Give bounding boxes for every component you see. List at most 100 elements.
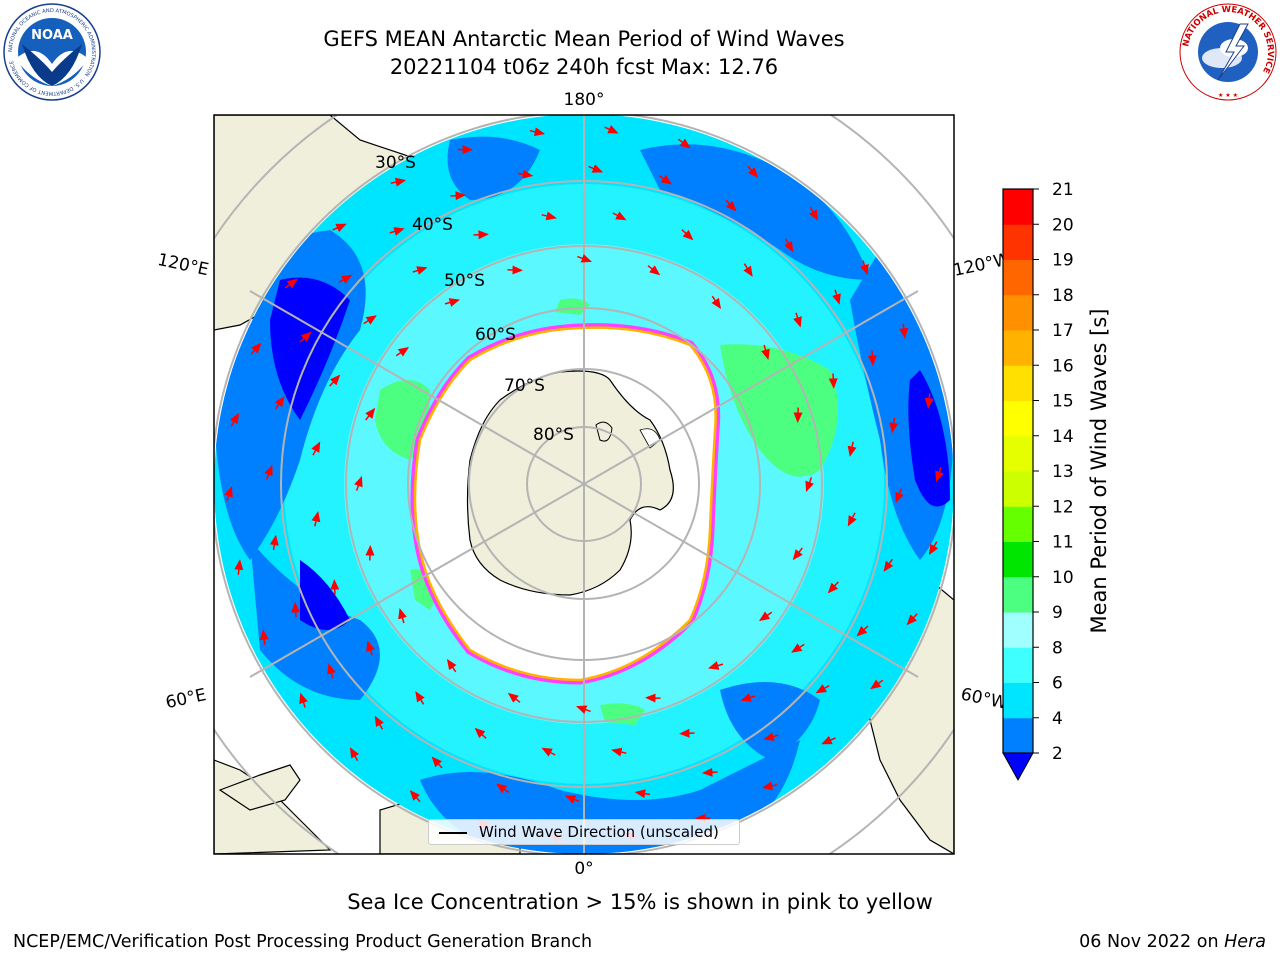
colorbar-tick-label: 10 [1052,568,1074,588]
wind-wave-arrow [791,643,805,653]
colorbar-tick-label: 16 [1052,356,1074,376]
wind-wave-arrow [269,534,279,551]
footer-host: Hera [1224,932,1266,952]
wind-wave-arrow [365,407,376,421]
wind-wave-arrow [647,265,661,276]
lat-label: 60°S [475,325,516,345]
colorbar-tick-label: 9 [1052,603,1063,623]
colorbar-tick-label: 6 [1052,674,1063,694]
wind-wave-arrow [906,613,918,626]
colorbar-tick-label: 17 [1052,321,1074,341]
colorbar-tick-label: 4 [1052,709,1063,729]
wind-wave-arrow [541,747,556,757]
wind-wave-arrow [740,693,756,702]
wind-wave-arrow [889,417,899,434]
wind-wave-arrow [827,581,839,594]
chart-title-line1: GEFS MEAN Antarctic Mean Period of Wind … [323,27,845,51]
wind-wave-arrow [365,545,375,561]
wind-wave-arrow [327,663,336,679]
wind-wave-arrow [758,611,773,622]
wind-wave-arrow [259,629,269,645]
colorbar-ticks: 2 4 6 8 9 10 11 12 13 14 15 16 17 18 19 20 21 [1033,180,1074,764]
lon-label-60e: 60°E [164,685,208,713]
wind-wave-arrow [444,298,460,307]
wind-wave-arrow [311,441,321,456]
colorbar-block [1003,717,1033,754]
wind-wave-arrow [805,477,814,493]
colorbar-block [1003,400,1033,437]
wind-wave-arrow [681,229,694,241]
noaa-logo: NATIONAL OCEANIC AND ATMOSPHERIC ADMINIS… [3,3,101,101]
legend-label: Wind Wave Direction (unscaled) [479,823,719,841]
wind-wave-arrow [895,488,904,504]
wind-wave-arrow [450,191,466,201]
wind-wave-arrow [763,732,779,741]
wind-wave-arrow [311,511,321,527]
wind-wave-arrow [338,274,353,284]
lon-label-120e: 120°E [156,250,211,280]
wind-wave-arrow [634,789,651,799]
svg-text:★ ★ ★: ★ ★ ★ [1218,92,1238,99]
wind-wave-arrow [446,658,457,673]
noaa-logo-text: NOAA [31,28,73,43]
wind-wave-arrow [612,211,627,221]
wind-wave-arrow [409,790,421,803]
wind-wave-arrow [870,679,884,690]
colorbar-block [1003,330,1033,366]
wind-wave-arrow [496,783,510,794]
wind-wave-arrow [828,373,838,389]
wind-wave-arrow [856,625,869,637]
wind-wave-arrow [761,344,770,360]
wind-wave-arrow [743,263,753,277]
wind-wave-arrow [784,238,794,253]
colorbar-block [1003,471,1033,507]
wind-wave-arrow [611,747,627,757]
wind-wave-arrow [808,206,819,221]
chart-title-line2: 20221104 t06z 240h fcst Max: 12.76 [389,55,779,79]
wind-wave-arrow [366,640,375,656]
wind-wave-arrow [575,705,591,714]
wind-wave-arrow [815,684,830,694]
colorbar-block [1003,682,1033,719]
wind-wave-arrow [899,323,909,339]
lat-label: 80°S [533,425,574,445]
wind-wave-arrow [274,396,285,410]
wind-wave-arrow [234,559,244,575]
lon-label-60w: 60°W [959,684,1009,713]
wind-wave-arrow [832,289,841,305]
wind-wave-arrow [507,692,521,703]
lon-label-top: 180° [564,90,605,110]
colorbar-tick-label: 11 [1052,533,1074,553]
lon-label-bottom: 0° [574,859,593,879]
lat-label: 50°S [444,271,485,291]
colorbar-block [1003,294,1033,331]
sea-ice-caption: Sea Ice Concentration > 15% is shown in … [347,890,933,914]
colorbar-tick-label: 14 [1052,427,1074,447]
wind-wave-arrows [224,125,944,843]
colorbar-tick-label: 12 [1052,497,1074,517]
wind-wave-arrow [330,579,340,595]
wind-wave-arrow [883,558,894,572]
wind-wave-arrow [702,767,718,777]
colorbar-block [1003,189,1033,225]
wind-wave-arrow [588,164,604,173]
wind-wave-arrow [792,547,803,561]
wind-wave-arrow [390,177,407,187]
wind-wave-arrow [299,692,308,708]
wind-wave-arrow [564,795,580,804]
wind-wave-arrow [291,602,301,618]
wind-wave-arrow [541,211,557,221]
lat-label: 40°S [412,215,453,235]
wind-wave-arrow [517,169,534,179]
latitude-labels: 30°S 40°S 50°S 60°S 70°S 80°S [375,153,574,445]
colorbar-block [1003,541,1033,578]
colorbar-block [1003,647,1033,683]
lat-label: 30°S [375,153,416,173]
wind-wave-arrow [229,412,240,427]
wind-wave-arrow [604,125,619,134]
wind-wave-arrow [860,260,869,276]
wind-wave-arrow [398,608,407,624]
colorbar-tick-label: 20 [1052,215,1074,235]
colorbar-tick-label: 13 [1052,462,1074,482]
